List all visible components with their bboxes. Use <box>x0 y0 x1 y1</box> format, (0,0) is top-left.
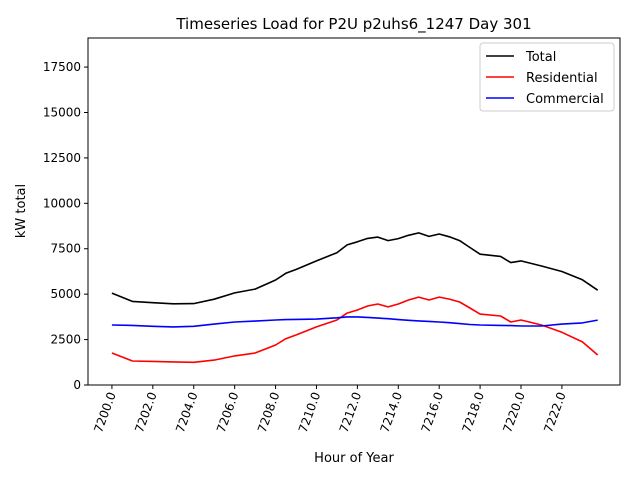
x-tick-label: 7204.0 <box>173 390 201 434</box>
y-tick-label: 10000 <box>43 196 81 210</box>
y-tick-label: 5000 <box>50 287 81 301</box>
x-tick-label: 7214.0 <box>378 390 406 434</box>
plot-frame <box>87 37 621 386</box>
y-tick-label: 17500 <box>43 60 81 74</box>
x-tick-label: 7206.0 <box>214 390 242 434</box>
legend-box <box>479 42 615 112</box>
series-line-commercial <box>111 316 598 328</box>
legend-label-residential: Residential <box>526 71 598 86</box>
y-axis-label: kW total <box>14 184 29 238</box>
x-axis-label: Hour of Year <box>314 451 394 466</box>
x-tick-label: 7210.0 <box>296 390 324 434</box>
x-tick-label: 7220.0 <box>500 390 528 434</box>
x-tick-label: 7218.0 <box>459 390 487 434</box>
legend-label-commercial: Commercial <box>526 92 604 107</box>
x-tick-label: 7216.0 <box>418 390 446 434</box>
x-tick-label: 7222.0 <box>541 390 569 434</box>
legend-label-total: Total <box>525 50 556 65</box>
series-line-residential <box>111 296 599 364</box>
x-tick-label: 7212.0 <box>337 390 365 434</box>
y-tick-label: 15000 <box>43 105 81 119</box>
x-tick-label: 7202.0 <box>132 390 160 434</box>
legend: Total Residential Commercial <box>479 42 615 112</box>
y-tick-label: 0 <box>73 378 81 392</box>
chart-title: Timeseries Load for P2U p2uhs6_1247 Day … <box>175 15 531 34</box>
y-tick-label: 2500 <box>50 333 81 347</box>
x-tick-label: 7208.0 <box>255 390 283 434</box>
series-line-total <box>111 232 599 305</box>
x-tick-label: 7200.0 <box>91 390 119 434</box>
y-tick-label: 12500 <box>43 151 81 165</box>
y-tick-label: 7500 <box>50 242 81 256</box>
